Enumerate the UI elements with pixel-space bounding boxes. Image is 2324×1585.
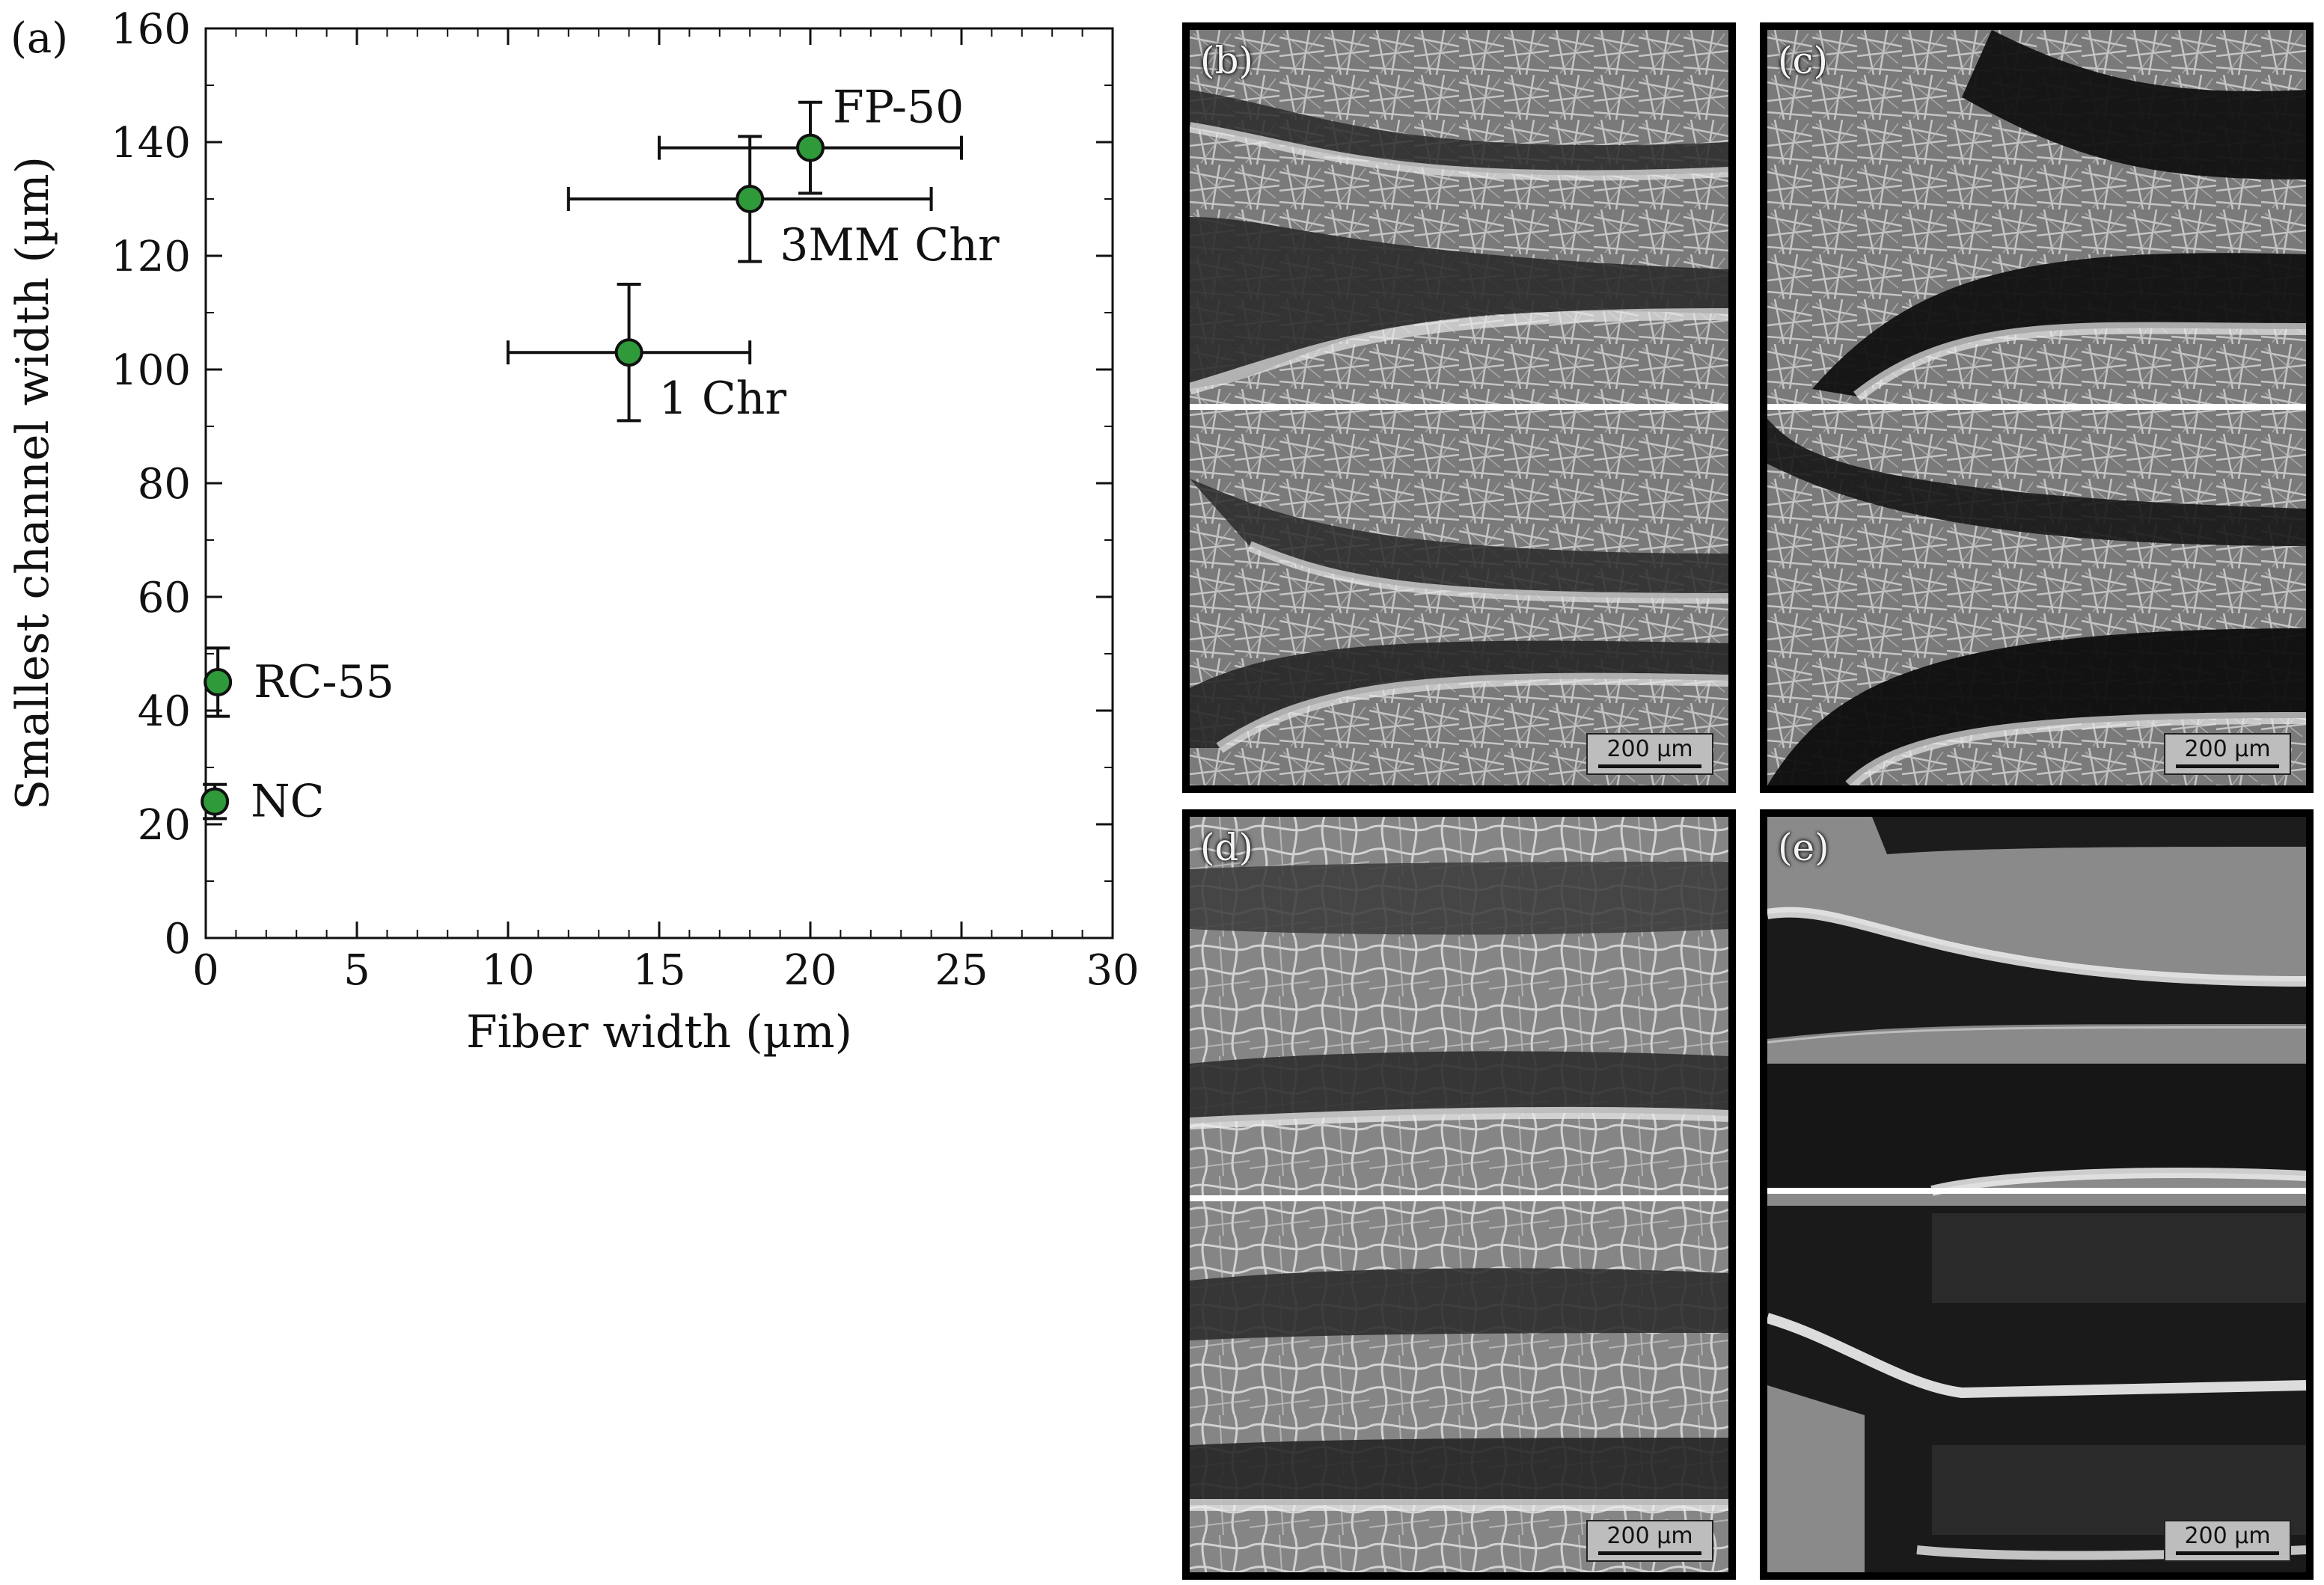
y-tick-label: 100	[111, 346, 191, 395]
data-point	[796, 133, 825, 162]
panel-label-e: (e)	[1778, 826, 1829, 869]
x-tick-label: 25	[935, 946, 988, 995]
y-tick-label: 160	[111, 5, 191, 54]
y-tick-label: 20	[138, 801, 191, 850]
sem-panel-d: (d) 200 µm	[1182, 809, 1736, 1580]
image-divider	[1767, 1188, 2306, 1194]
point-label: 1 Chr	[659, 373, 787, 425]
data-point	[204, 668, 233, 696]
scatter-chart: (a) 0 5 10 15 20 25 30 0 20 40 60 80 100 120 140 160 FP…	[7, 5, 1140, 1058]
x-tick-label: 15	[632, 946, 685, 995]
y-tick-label: 60	[138, 574, 191, 622]
x-tick-label: 30	[1086, 946, 1139, 995]
sem-panel-c: (c) 200 µm	[1760, 22, 2314, 793]
sem-panel-b: (b) 200 µm	[1182, 22, 1736, 793]
panel-label-c: (c)	[1778, 39, 1829, 82]
sem-image-d	[1190, 817, 1728, 1572]
axis-ticks: 0 5 10 15 20 25 30 0 20 40 60 80 100 120 140 160	[111, 5, 1140, 995]
data-point	[614, 338, 643, 367]
scale-bar-d: 200 µm	[1586, 1520, 1713, 1562]
data-point	[201, 787, 230, 816]
y-tick-label: 0	[164, 915, 191, 963]
y-tick-label: 40	[138, 687, 191, 736]
panel-label-d: (d)	[1200, 826, 1254, 869]
data-points	[201, 133, 825, 816]
x-tick-label: 20	[783, 946, 837, 995]
scale-bar-label: 200 µm	[1606, 736, 1693, 762]
image-divider	[1190, 1195, 1728, 1201]
point-labels: FP-50 3MM Chr 1 Chr RC-55 NC	[251, 82, 1000, 828]
scale-bar-b: 200 µm	[1586, 733, 1713, 775]
scale-bar-c: 200 µm	[2164, 733, 2291, 775]
x-tick-label: 0	[192, 946, 219, 995]
scale-bar-e: 200 µm	[2164, 1520, 2291, 1562]
plot-frame	[204, 27, 1114, 939]
y-axis-label: Smallest channel width (µm)	[7, 156, 59, 810]
x-tick-label: 5	[343, 946, 370, 995]
data-point	[736, 185, 765, 213]
y-tick-label: 120	[111, 233, 191, 281]
x-tick-label: 10	[481, 946, 534, 995]
image-divider	[1190, 404, 1728, 410]
scale-bar-label: 200 µm	[2184, 736, 2271, 762]
sem-panel-e: (e) 200 µm	[1760, 809, 2314, 1580]
y-tick-label: 80	[138, 460, 191, 509]
y-tick-label: 140	[111, 119, 191, 168]
scale-bar-label: 200 µm	[1606, 1523, 1693, 1549]
image-divider	[1767, 404, 2306, 410]
panel-label-b: (b)	[1200, 39, 1254, 82]
point-label: RC-55	[254, 656, 394, 708]
point-label: FP-50	[833, 82, 964, 134]
x-axis-label: Fiber width (µm)	[466, 1006, 852, 1058]
panel-label-a: (a)	[10, 14, 68, 63]
point-label: NC	[251, 776, 324, 828]
point-label: 3MM Chr	[780, 219, 1000, 272]
error-bars	[203, 100, 963, 821]
sem-image-e	[1767, 817, 2306, 1572]
scale-bar-label: 200 µm	[2184, 1523, 2271, 1549]
